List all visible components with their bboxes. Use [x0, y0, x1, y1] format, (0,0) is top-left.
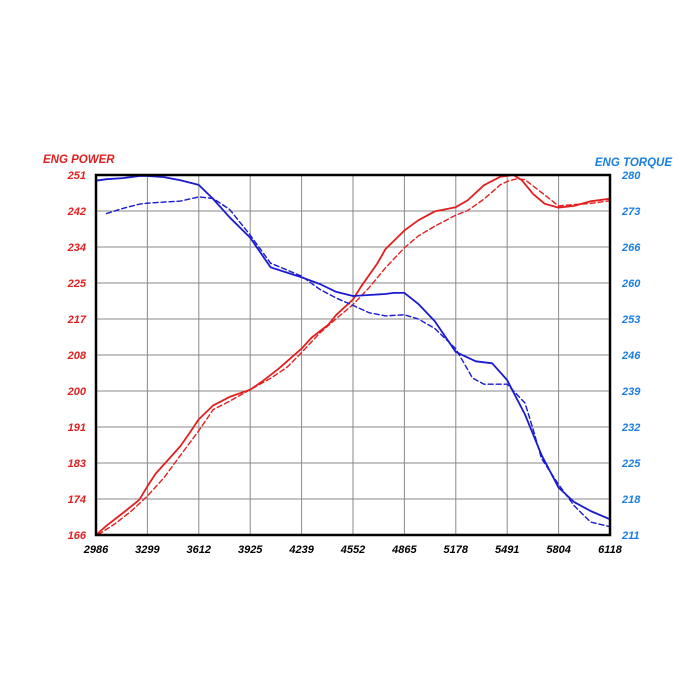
- x-tick-label: 3612: [187, 544, 211, 556]
- y-left-tick-label: 166: [68, 530, 87, 542]
- y-left-tick-label: 208: [67, 350, 87, 362]
- right-axis-title: ENG TORQUE: [595, 157, 672, 169]
- x-tick-label: 3299: [135, 544, 160, 556]
- x-tick-label: 5178: [444, 544, 469, 556]
- y-right-tick-label: 225: [621, 458, 641, 470]
- y-left-tick-label: 242: [67, 206, 86, 218]
- y-left-tick-label: 251: [67, 170, 86, 182]
- y-right-tick-label: 239: [621, 386, 641, 398]
- y-right-tick-label: 232: [621, 422, 640, 434]
- plot-frame: [94, 173, 612, 537]
- tick-labels: 2986 3299 3612 3925 4239 4552 4865 5178 5491 5804…: [67, 170, 642, 556]
- torque-line-solid: [95, 175, 611, 521]
- y-right-tick-label: 253: [621, 314, 640, 326]
- power-line-dashed: [97, 178, 611, 536]
- x-tick-label: 4239: [288, 544, 314, 556]
- left-axis-title: ENG POWER: [43, 154, 115, 166]
- y-right-tick-label: 280: [621, 170, 641, 182]
- y-left-tick-label: 174: [68, 494, 86, 506]
- y-right-tick-label: 218: [621, 494, 641, 506]
- y-left-tick-label: 183: [68, 458, 86, 470]
- x-tick-label: 5804: [546, 544, 570, 556]
- torque-line-dashed: [105, 196, 611, 528]
- x-tick-label: 4552: [340, 544, 365, 556]
- y-right-tick-label: 260: [621, 278, 641, 290]
- x-tick-label: 6118: [598, 544, 623, 556]
- y-right-tick-label: 211: [621, 530, 640, 542]
- y-left-tick-label: 191: [68, 422, 86, 434]
- y-right-tick-label: 246: [621, 350, 641, 362]
- y-right-tick-label: 266: [621, 242, 641, 254]
- y-right-tick-label: 273: [621, 206, 640, 218]
- x-tick-label: 5491: [495, 544, 519, 556]
- grid-layer: [96, 175, 610, 535]
- x-tick-label: 2986: [83, 544, 109, 556]
- y-left-tick-label: 234: [67, 242, 86, 254]
- y-left-tick-label: 200: [67, 386, 87, 398]
- x-tick-label: 3925: [238, 544, 263, 556]
- series-layer: [95, 174, 611, 536]
- y-left-tick-label: 225: [67, 278, 87, 290]
- x-tick-label: 4865: [391, 544, 417, 556]
- y-left-tick-label: 217: [67, 314, 87, 326]
